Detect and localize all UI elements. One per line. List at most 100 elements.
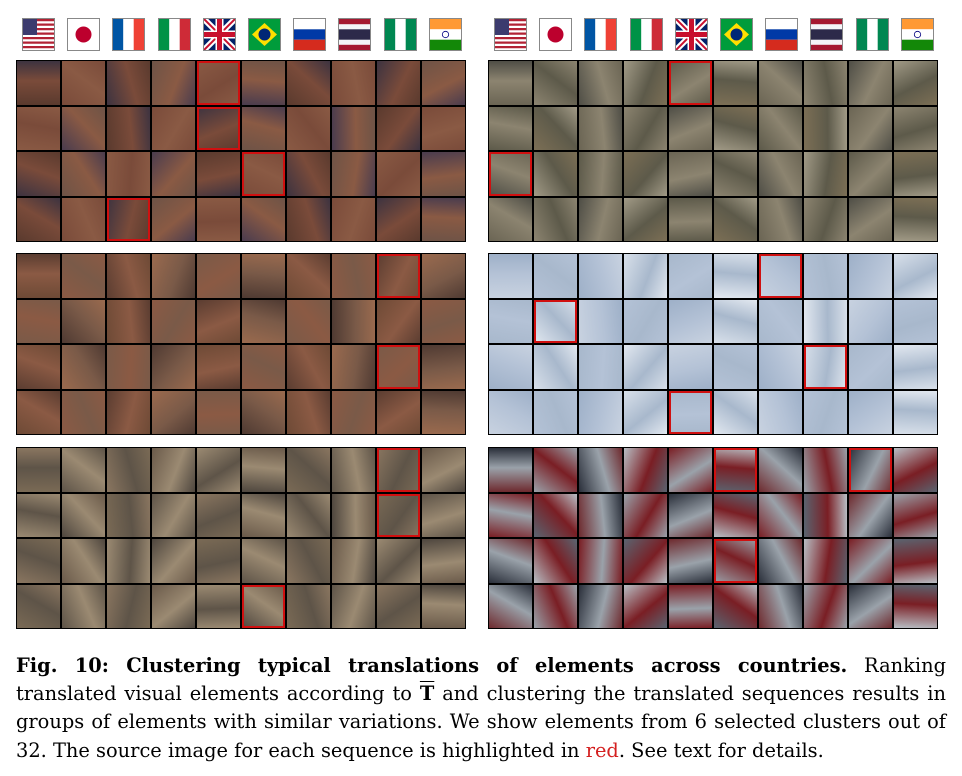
flag-row-right	[494, 18, 946, 51]
cluster-thumbnail	[332, 493, 375, 537]
cluster-thumbnail	[849, 390, 892, 434]
cluster-thumbnail	[624, 254, 667, 298]
cluster-thumbnail	[17, 299, 60, 343]
cluster-thumbnail	[714, 299, 757, 343]
cluster-thumbnail	[332, 345, 375, 389]
cluster-thumbnail	[624, 345, 667, 389]
cluster-thumbnail	[152, 493, 195, 537]
cluster-thumbnail	[332, 584, 375, 628]
cluster-thumbnail	[197, 61, 240, 105]
cluster-thumbnail	[534, 390, 577, 434]
cluster-thumbnail	[759, 152, 802, 196]
cluster-thumbnail	[849, 197, 892, 241]
cluster-thumbnail	[759, 345, 802, 389]
cluster-thumbnail	[17, 345, 60, 389]
cluster-thumbnail	[107, 61, 150, 105]
cluster-thumbnail	[422, 345, 465, 389]
cluster-thumbnail	[669, 254, 712, 298]
cluster-thumbnail	[107, 345, 150, 389]
cluster-thumbnail	[62, 299, 105, 343]
cluster-thumbnail	[62, 152, 105, 196]
cluster-thumbnail	[332, 254, 375, 298]
cluster-thumbnail	[894, 448, 937, 492]
cluster-thumbnail	[17, 539, 60, 583]
cluster-thumbnail	[669, 299, 712, 343]
france-flag-icon	[112, 18, 146, 51]
cluster-thumbnail	[849, 539, 892, 583]
cluster-thumbnail	[669, 448, 712, 492]
cluster-thumbnail	[242, 448, 285, 492]
cluster-thumbnail	[107, 448, 150, 492]
cluster-panel-roofs	[16, 60, 466, 242]
cluster-thumbnail	[849, 584, 892, 628]
cluster-thumbnail	[287, 152, 330, 196]
cluster-thumbnail	[669, 345, 712, 389]
t-bar-symbol: T	[419, 682, 435, 706]
cluster-thumbnail	[107, 539, 150, 583]
cluster-thumbnail	[714, 345, 757, 389]
russia-flag-icon	[293, 18, 327, 51]
cluster-thumbnail	[17, 152, 60, 196]
cluster-thumbnail	[422, 254, 465, 298]
cluster-thumbnail	[849, 448, 892, 492]
cluster-thumbnail	[422, 152, 465, 196]
cluster-thumbnail	[422, 390, 465, 434]
cluster-thumbnail	[624, 197, 667, 241]
cluster-thumbnail	[804, 448, 847, 492]
cluster-thumbnail	[17, 61, 60, 105]
flag-row-left	[22, 18, 474, 51]
cluster-panel-car-fronts	[488, 447, 938, 629]
cluster-thumbnail	[489, 584, 532, 628]
cluster-thumbnail	[152, 61, 195, 105]
cluster-thumbnail	[332, 152, 375, 196]
cluster-thumbnail	[804, 106, 847, 150]
thailand-flag-icon	[810, 18, 844, 51]
cluster-thumbnail	[17, 197, 60, 241]
cluster-thumbnail	[422, 197, 465, 241]
cluster-thumbnail	[62, 584, 105, 628]
fig-title: Clustering typical translations of eleme…	[126, 654, 848, 677]
cluster-thumbnail	[489, 197, 532, 241]
cluster-thumbnail	[894, 106, 937, 150]
cluster-thumbnail	[759, 493, 802, 537]
cluster-thumbnail	[332, 539, 375, 583]
russia-flag-icon	[765, 18, 799, 51]
cluster-thumbnail	[242, 539, 285, 583]
cluster-thumbnail	[579, 539, 622, 583]
cluster-thumbnail	[669, 493, 712, 537]
cluster-thumbnail	[332, 299, 375, 343]
cluster-thumbnail	[849, 254, 892, 298]
cluster-thumbnail	[62, 254, 105, 298]
cluster-thumbnail	[197, 584, 240, 628]
cluster-thumbnail	[894, 197, 937, 241]
cluster-thumbnail	[489, 345, 532, 389]
cluster-thumbnail	[489, 493, 532, 537]
cluster-thumbnail	[579, 254, 622, 298]
cluster-thumbnail	[287, 106, 330, 150]
cluster-thumbnail	[759, 584, 802, 628]
cluster-thumbnail	[62, 345, 105, 389]
cluster-thumbnail	[287, 493, 330, 537]
france-flag-icon	[584, 18, 618, 51]
cluster-thumbnail	[422, 299, 465, 343]
cluster-thumbnail	[489, 299, 532, 343]
cluster-thumbnail	[534, 106, 577, 150]
cluster-thumbnail	[287, 390, 330, 434]
brazil-flag-icon	[719, 18, 753, 51]
cluster-thumbnail	[894, 299, 937, 343]
cluster-thumbnail	[377, 61, 420, 105]
cluster-thumbnail	[714, 584, 757, 628]
cluster-thumbnail	[714, 106, 757, 150]
cluster-thumbnail	[377, 299, 420, 343]
cluster-thumbnail	[804, 254, 847, 298]
india-flag-icon	[900, 18, 934, 51]
cluster-thumbnail	[107, 299, 150, 343]
cluster-thumbnail	[489, 106, 532, 150]
cluster-thumbnail	[242, 345, 285, 389]
cluster-thumbnail	[894, 493, 937, 537]
cluster-thumbnail	[804, 152, 847, 196]
cluster-thumbnail	[894, 152, 937, 196]
cluster-thumbnail	[624, 448, 667, 492]
cluster-thumbnail	[107, 106, 150, 150]
cluster-thumbnail	[669, 197, 712, 241]
